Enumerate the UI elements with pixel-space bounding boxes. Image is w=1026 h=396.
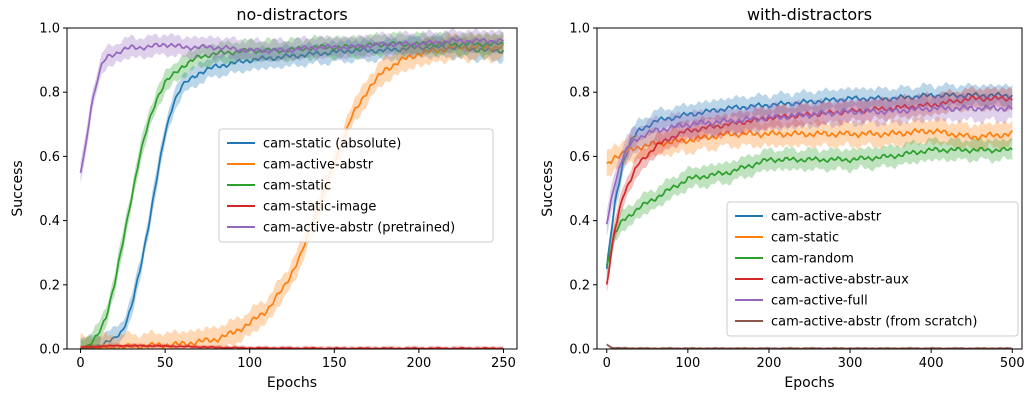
x-tick-label: 400 [919, 356, 944, 371]
legend-entry-3: cam-static [263, 179, 331, 194]
y-tick-label: 1.0 [569, 22, 590, 37]
y-tick-label: 0.0 [39, 343, 60, 358]
y-tick-label: 0.0 [569, 343, 590, 358]
series-line-2 [80, 42, 505, 349]
series-line-4 [80, 344, 504, 349]
x-tick-label: 300 [838, 356, 863, 371]
legend-entry-2: cam-static [771, 231, 839, 246]
legend: cam-active-abstr cam-static cam-random cam-… [726, 201, 1019, 337]
axes-frame [596, 27, 1023, 350]
x-tick-label: 200 [757, 356, 782, 371]
series-band-1 [606, 82, 1013, 277]
legend-entry-6: cam-active-abstr (from scratch) [771, 315, 977, 330]
x-tick-label: 150 [322, 356, 347, 371]
legend-box [726, 201, 1019, 337]
legend: cam-static (absolute) cam-active-abstr cam… [218, 128, 494, 243]
legend-entry-1: cam-active-abstr [771, 210, 882, 225]
legend-entry-3: cam-random [771, 252, 854, 267]
chart-panel-2: 0 100 200 300 400 500 0.0 0.2 0.4 0.6 0.8 1.0 with-d… [540, 5, 1025, 391]
x-tick-label: 0 [603, 356, 611, 371]
series-band-4 [80, 343, 504, 349]
y-axis-label: Success [10, 160, 26, 216]
legend-entry-1: cam-static (absolute) [263, 137, 401, 152]
series-band-5 [606, 91, 1013, 237]
series-line-4 [605, 95, 1013, 285]
y-tick-label: 0.8 [39, 86, 60, 101]
legend-entry-2: cam-active-abstr [263, 158, 374, 173]
x-tick-label: 250 [491, 356, 516, 371]
y-tick-label: 0.2 [39, 278, 60, 293]
y-tick-label: 0.6 [569, 150, 590, 165]
chart-panel-1: 0 50 100 150 200 250 0.0 0.2 0.4 0.6 0.8 1.0 no-dist… [10, 5, 518, 391]
y-axis-label: Success [540, 160, 556, 216]
series-line-2 [606, 127, 1013, 165]
legend-box [218, 128, 494, 243]
legend-entry-5: cam-active-full [771, 294, 868, 309]
series-band-3 [606, 136, 1013, 276]
series-line-5 [79, 36, 505, 173]
axes-frame [66, 27, 518, 350]
y-tick-label: 0.4 [569, 214, 590, 229]
x-tick-label: 100 [237, 356, 262, 371]
x-tick-label: 500 [1000, 356, 1025, 371]
chart-title: no-distractors [236, 5, 347, 24]
plot-area [79, 28, 505, 349]
x-axis-label: Epochs [784, 375, 834, 391]
series-line-1 [605, 91, 1013, 269]
y-tick-label: 0.2 [569, 278, 590, 293]
y-tick-label: 0.6 [39, 150, 60, 165]
plot-area [605, 82, 1013, 349]
series-line-5 [605, 103, 1013, 225]
legend-entry-5: cam-active-abstr (pretrained) [263, 221, 455, 236]
legend-entry-4: cam-active-abstr-aux [771, 273, 909, 288]
series-line-3 [79, 40, 504, 349]
x-tick-label: 0 [76, 356, 84, 371]
series-line-1 [79, 43, 505, 349]
y-tick-label: 0.8 [569, 86, 590, 101]
series-band-2 [606, 115, 1013, 177]
series-line-3 [605, 146, 1013, 266]
x-axis-label: Epochs [267, 375, 317, 391]
series-line-6 [606, 343, 1013, 349]
x-tick-label: 200 [406, 356, 431, 371]
legend-entry-4: cam-static-image [263, 200, 376, 215]
x-tick-label: 50 [157, 356, 174, 371]
chart-title: with-distractors [747, 5, 872, 24]
y-tick-label: 0.4 [39, 214, 60, 229]
x-tick-label: 100 [675, 356, 700, 371]
y-tick-label: 1.0 [39, 22, 60, 37]
series-band-5 [80, 28, 504, 184]
